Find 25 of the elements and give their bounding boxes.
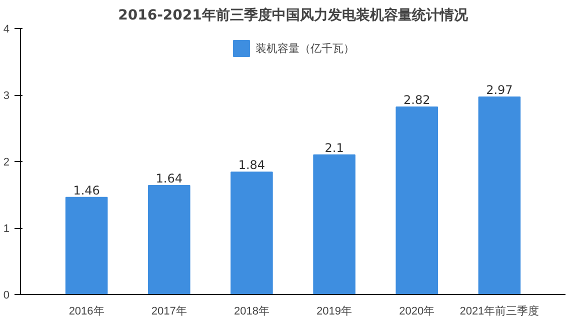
legend-label: 装机容量（亿千瓦）: [256, 42, 354, 56]
x-tick-label: 2021年前三季度: [460, 304, 540, 318]
data-label: 2.1: [324, 140, 344, 155]
y-tick-label: 1: [3, 223, 10, 235]
x-tick-label: 2016年: [68, 306, 104, 318]
bar: [148, 184, 190, 294]
y-tick-label: 2: [3, 156, 10, 168]
bar: [230, 172, 273, 294]
data-label: 1.46: [73, 183, 100, 198]
data-label: 1.64: [156, 171, 182, 186]
x-tick-label: 2020年: [399, 306, 435, 318]
x-tick-label: 2017年: [151, 306, 187, 318]
y-tick-label: 0: [3, 290, 10, 302]
data-label: 2.97: [486, 82, 513, 97]
y-tick-label: 3: [3, 90, 10, 102]
bar: [396, 106, 438, 294]
chart-title: 2016-2021年前三季度中国风力发电装机容量统计情况: [118, 6, 469, 24]
x-tick-label: 2018年: [234, 306, 270, 318]
y-tick-label: 4: [3, 24, 10, 36]
bar: [313, 154, 356, 294]
x-tick-label: 2019年: [316, 306, 352, 318]
bar: [478, 96, 521, 294]
data-label: 2.82: [404, 92, 430, 107]
data-label: 1.84: [238, 158, 266, 172]
bar: [65, 196, 108, 294]
